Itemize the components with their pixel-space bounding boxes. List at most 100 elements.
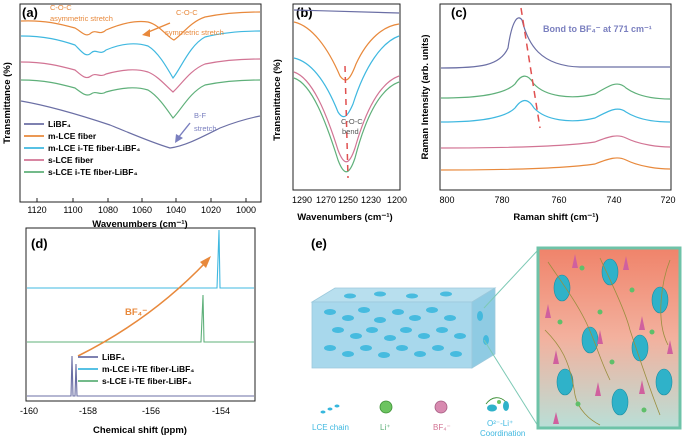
panel-a-ylabel: Transmittance (%) bbox=[2, 62, 13, 144]
panel-a-curve-slce bbox=[20, 58, 261, 93]
panel-b-ylabel: Transmittance (%) bbox=[272, 59, 283, 141]
panel-c-marker-line bbox=[520, 7, 541, 129]
panel-b-xtick: 1230 bbox=[361, 195, 381, 205]
panel-d-legend: LiBF₄ m-LCE i-TE fiber-LiBF₄ s-LCE i-TE … bbox=[78, 352, 194, 386]
zoom-line-bottom bbox=[483, 339, 539, 427]
panel-c: (c) Raman Intensity (arb. units) Raman s… bbox=[420, 3, 676, 223]
panel-a-xtick: 1040 bbox=[166, 205, 186, 215]
panel-e-legend-coord-2: Coordination bbox=[480, 429, 525, 438]
panel-d-xtick: -156 bbox=[142, 406, 160, 416]
panel-c-ylabel: Raman Intensity (arb. units) bbox=[420, 34, 431, 159]
panel-c-xtick: 800 bbox=[439, 195, 454, 205]
panel-c-xticks: 800 780 760 740 720 bbox=[439, 195, 675, 205]
panel-a-annot-coc-sym: C-O-C bbox=[176, 8, 198, 17]
panel-d-curve-slce-ite bbox=[27, 294, 254, 343]
panel-e: (e) bbox=[310, 236, 682, 438]
panel-a-legend-item: m-LCE fiber bbox=[48, 131, 97, 141]
panel-e-legend-li: Li⁺ bbox=[380, 423, 390, 432]
panel-a-annot-bf: B-F bbox=[194, 111, 207, 120]
panel-a-annot-coc-sym-2: symmetric stretch bbox=[165, 28, 224, 37]
panel-b-marker-line bbox=[344, 65, 349, 179]
bf4-ion-icon bbox=[434, 400, 448, 414]
panel-c-curve-slce-ite bbox=[440, 157, 671, 171]
panel-c-xtick: 720 bbox=[660, 195, 675, 205]
panel-c-annot: Bond to BF₄⁻ at 771 cm⁻¹ bbox=[543, 24, 652, 34]
panel-d-xlabel: Chemical shift (ppm) bbox=[93, 425, 187, 436]
panel-a-label: (a) bbox=[22, 5, 38, 20]
panel-b-annot: C-O-C bbox=[341, 117, 363, 126]
panel-d-xtick: -158 bbox=[79, 406, 97, 416]
panel-e-label: (e) bbox=[311, 236, 327, 251]
panel-a-xtick: 1080 bbox=[98, 205, 118, 215]
panel-a-legend-item: s-LCE fiber bbox=[48, 155, 94, 165]
panel-a-arrowhead bbox=[142, 29, 150, 37]
panel-d-arrowhead bbox=[200, 256, 211, 268]
panel-b-xlabel: Wavenumbers (cm⁻¹) bbox=[297, 212, 392, 223]
panel-d: (d) Chemical shift (ppm) -160 -158 -156 … bbox=[20, 227, 256, 436]
panel-a-xtick: 1120 bbox=[27, 205, 46, 215]
panel-e-legend-coord: O²⁻-Li⁺ bbox=[487, 419, 513, 428]
coordination-icon bbox=[485, 397, 509, 412]
panel-b-xtick: 1270 bbox=[316, 195, 336, 205]
panel-c-xtick: 760 bbox=[551, 195, 566, 205]
panel-a-annot-coc-asym-2: asymmetric stretch bbox=[50, 14, 113, 23]
panel-d-curve-libf4 bbox=[27, 355, 254, 397]
panel-b-xticks: 1290 1270 1250 1230 1200 bbox=[292, 195, 407, 205]
panel-a-bf-arrow bbox=[177, 122, 191, 139]
panel-a-curve-mlce bbox=[20, 11, 261, 41]
panel-a-legend-item: s-LCE i-TE fiber-LiBF₄ bbox=[48, 167, 138, 177]
panel-b-curve-libf4 bbox=[293, 9, 400, 14]
panel-d-legend-item: s-LCE i-TE fiber-LiBF₄ bbox=[102, 376, 192, 386]
zoom-line-top bbox=[483, 249, 539, 309]
li-ion-icon bbox=[379, 400, 393, 414]
panel-c-xlabel: Raman shift (cm⁻¹) bbox=[513, 212, 598, 223]
panel-b: (b) Transmittance (%) Wavenumbers (cm⁻¹)… bbox=[272, 3, 407, 223]
panel-e-legend-bf4: BF₄⁻ bbox=[433, 423, 451, 432]
panel-d-frame bbox=[25, 227, 256, 402]
panel-a: (a) Transmittance (%) Wavenumbers (cm⁻¹)… bbox=[2, 3, 262, 230]
panel-d-xticks: -160 -158 -156 -154 bbox=[20, 406, 230, 416]
fiber-block bbox=[310, 287, 497, 369]
lce-chain-icon bbox=[320, 404, 340, 414]
panel-a-bf-arrowhead bbox=[175, 134, 183, 143]
panel-a-legend-item: LiBF₄ bbox=[48, 119, 71, 129]
panel-b-xtick: 1250 bbox=[338, 195, 358, 205]
panel-c-xtick: 740 bbox=[606, 195, 621, 205]
panel-a-xlabel: Wavenumbers (cm⁻¹) bbox=[92, 219, 187, 230]
panel-a-curve-slce-ite bbox=[20, 79, 261, 119]
panel-b-label: (b) bbox=[296, 5, 313, 20]
panel-a-xtick: 1020 bbox=[201, 205, 221, 215]
panel-d-label: (d) bbox=[31, 236, 48, 251]
panel-a-legend: LiBF₄ m-LCE fiber m-LCE i-TE fiber-LiBF₄… bbox=[24, 119, 140, 177]
panel-d-legend-item: LiBF₄ bbox=[102, 352, 125, 362]
panel-c-label: (c) bbox=[451, 5, 467, 20]
panel-b-xtick: 1290 bbox=[292, 195, 312, 205]
panel-a-legend-item: m-LCE i-TE fiber-LiBF₄ bbox=[48, 143, 140, 153]
panel-b-annot-2: bend bbox=[342, 127, 359, 136]
panel-a-curve-libf4 bbox=[20, 100, 261, 149]
panel-c-curve-mlce-ite bbox=[440, 99, 671, 123]
panel-e-legend: LCE chain Li⁺ BF₄⁻ O²⁻-Li⁺ Coordination bbox=[312, 397, 525, 438]
panel-d-xtick: -160 bbox=[20, 406, 38, 416]
panel-d-curve-mlce-ite bbox=[27, 229, 254, 289]
panel-b-frame bbox=[292, 3, 401, 191]
panel-c-xtick: 780 bbox=[494, 195, 509, 205]
zoom-box-content bbox=[544, 254, 673, 426]
panel-a-curve-mlce-ite bbox=[20, 30, 261, 80]
panel-e-legend-lce: LCE chain bbox=[312, 423, 349, 432]
panel-b-xtick: 1200 bbox=[387, 195, 407, 205]
panel-a-xtick: 1000 bbox=[236, 205, 256, 215]
panel-d-annot: BF₄⁻ bbox=[125, 307, 147, 318]
panel-c-frame bbox=[439, 3, 672, 191]
panel-c-curve-slce bbox=[440, 135, 671, 149]
panel-d-legend-item: m-LCE i-TE fiber-LiBF₄ bbox=[102, 364, 194, 374]
panel-a-xtick: 1060 bbox=[132, 205, 152, 215]
panel-d-xtick: -154 bbox=[212, 406, 230, 416]
panel-b-curve-slce bbox=[293, 71, 400, 163]
panel-d-arrow bbox=[77, 261, 207, 357]
panel-a-frame bbox=[19, 3, 262, 203]
panel-a-xtick: 1100 bbox=[63, 205, 82, 215]
panel-b-curve-slce-ite bbox=[293, 77, 400, 173]
panel-a-xticks: 1120 1100 1080 1060 1040 1020 1000 bbox=[27, 198, 256, 215]
